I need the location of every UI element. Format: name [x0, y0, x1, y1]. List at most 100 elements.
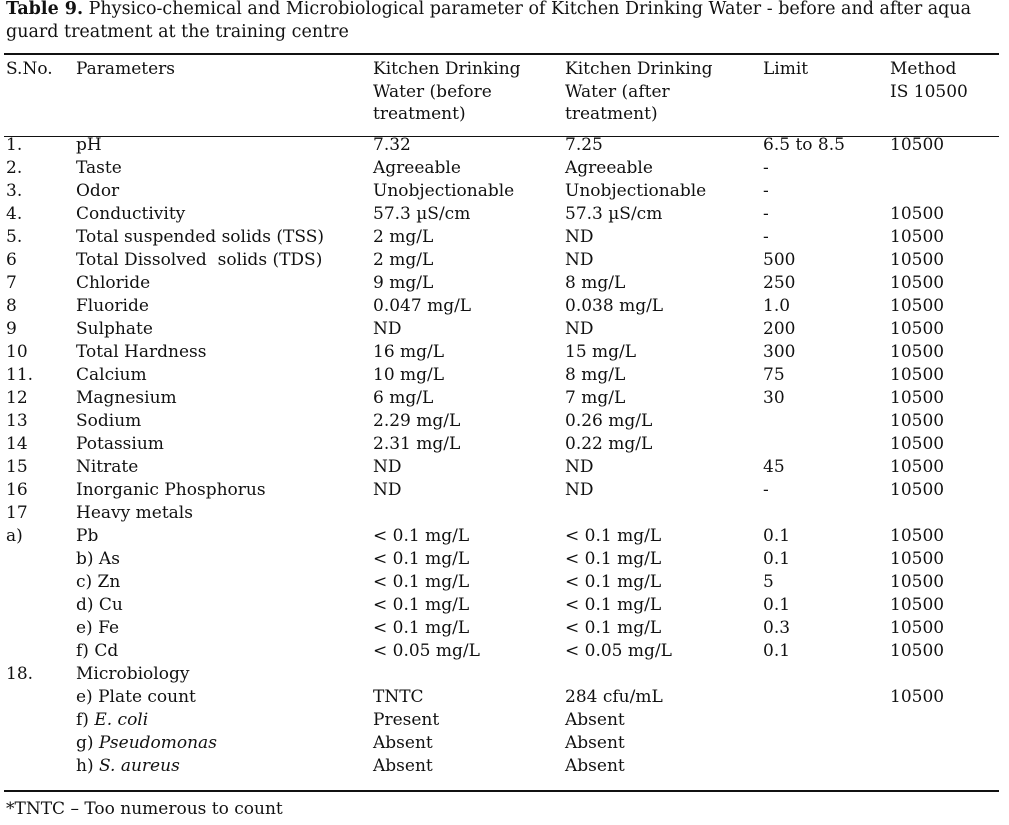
cell-parameter: e) Fe	[72, 617, 373, 640]
header-before: Kitchen Drinking Water (before treatment)	[373, 58, 565, 126]
cell-before	[373, 502, 565, 525]
cell-limit: 30	[763, 387, 785, 408]
cell-parameter: pH	[72, 134, 373, 157]
cell-after: 0.22 mg/L	[565, 433, 653, 454]
cell-method: 10500	[890, 134, 945, 155]
parameter-text: c) Zn	[76, 571, 121, 592]
cell-sno	[6, 709, 72, 732]
table-row: 9 Sulphate ND ND 200 10500	[6, 318, 999, 341]
header-method: Method IS 10500	[890, 58, 999, 126]
cell-before: < 0.1 mg/L	[373, 525, 470, 546]
table-row: 15 Nitrate ND ND 45 10500	[6, 456, 999, 479]
parameter-text: Total suspended solids (TSS)	[76, 226, 325, 247]
cell-before: ND	[373, 479, 402, 500]
cell-parameter: Sodium	[72, 410, 373, 433]
parameter-text: Microbiology	[76, 663, 190, 684]
cell-parameter: e) Plate count	[72, 686, 373, 709]
header-limit: Limit	[763, 58, 890, 126]
cell-before	[373, 663, 565, 686]
parameter-text: Fluoride	[76, 295, 149, 316]
table-row: a) Pb < 0.1 mg/L < 0.1 mg/L 0.1 10500	[6, 525, 999, 548]
cell-sno: 12	[6, 387, 28, 408]
cell-before: ND	[373, 318, 402, 339]
cell-method	[890, 180, 999, 203]
cell-limit: 0.1	[763, 594, 791, 615]
cell-limit: 0.1	[763, 548, 791, 569]
cell-after: 0.038 mg/L	[565, 295, 664, 316]
table-row: g) Pseudomonas Absent Absent	[6, 732, 999, 755]
table-row: 11. Calcium 10 mg/L 8 mg/L 75 10500	[6, 364, 999, 387]
cell-sno: 2.	[6, 157, 23, 178]
cell-sno: 8	[6, 295, 17, 316]
cell-limit: -	[763, 157, 769, 178]
cell-method: 10500	[890, 617, 945, 638]
parameter-text: Magnesium	[76, 387, 177, 408]
cell-method: 10500	[890, 686, 945, 707]
cell-limit	[763, 755, 890, 778]
cell-before: 9 mg/L	[373, 272, 434, 293]
table-row: 7 Chloride 9 mg/L 8 mg/L 250 10500	[6, 272, 999, 295]
cell-parameter: Chloride	[72, 272, 373, 295]
cell-after: 284 cfu/mL	[565, 686, 663, 707]
cell-after: ND	[565, 479, 594, 500]
cell-before: 2 mg/L	[373, 226, 434, 247]
cell-parameter: Conductivity	[72, 203, 373, 226]
cell-after: < 0.1 mg/L	[565, 548, 662, 569]
table-row: 12 Magnesium 6 mg/L 7 mg/L 30 10500	[6, 387, 999, 410]
cell-before: TNTC	[373, 686, 424, 707]
organism-name: S. aureus	[99, 755, 180, 776]
cell-parameter: Calcium	[72, 364, 373, 387]
cell-limit: 300	[763, 341, 796, 362]
cell-method: 10500	[890, 226, 945, 247]
cell-sno	[6, 755, 72, 778]
cell-parameter: b) As	[72, 548, 373, 571]
cell-limit: -	[763, 479, 769, 500]
cell-after: ND	[565, 249, 594, 270]
cell-parameter: g) Pseudomonas	[72, 732, 373, 755]
cell-method: 10500	[890, 249, 945, 270]
cell-parameter: Heavy metals	[72, 502, 373, 525]
cell-limit	[763, 732, 890, 755]
cell-sno: 16	[6, 479, 28, 500]
cell-parameter: d) Cu	[72, 594, 373, 617]
cell-before: 7.32	[373, 134, 411, 155]
cell-limit: 250	[763, 272, 796, 293]
cell-sno: 6	[6, 249, 17, 270]
cell-sno: 18.	[6, 663, 34, 684]
cell-method: 10500	[890, 433, 945, 454]
cell-limit: 45	[763, 456, 785, 477]
cell-limit	[763, 410, 890, 433]
header-sno: S.No.	[6, 58, 72, 126]
table-row: h) S. aureus Absent Absent	[6, 755, 999, 778]
cell-method: 10500	[890, 410, 945, 431]
parameter-text: Potassium	[76, 433, 164, 454]
cell-after: ND	[565, 226, 594, 247]
cell-limit	[763, 502, 890, 525]
table-row: 3. Odor Unobjectionable Unobjectionable -	[6, 180, 999, 203]
table-title: Physico-chemical and Microbiological par…	[6, 0, 972, 42]
cell-after: Absent	[565, 755, 625, 776]
cell-method	[890, 157, 999, 180]
table-row: c) Zn < 0.1 mg/L < 0.1 mg/L 5 10500	[6, 571, 999, 594]
cell-before: 16 mg/L	[373, 341, 445, 362]
cell-after: < 0.05 mg/L	[565, 640, 672, 661]
header-line: Water (before	[373, 81, 492, 102]
cell-parameter: f) E. coli	[72, 709, 373, 732]
cell-method: 10500	[890, 548, 945, 569]
cell-after: 7 mg/L	[565, 387, 626, 408]
cell-limit: 1.0	[763, 295, 791, 316]
cell-sno	[6, 548, 72, 571]
parameter-text: Odor	[76, 180, 120, 201]
cell-method: 10500	[890, 364, 945, 385]
header-line: S.No.	[6, 59, 53, 79]
water-parameters-table: S.No. Parameters Kitchen Drinking Water (be…	[6, 58, 999, 778]
cell-limit: -	[763, 203, 769, 224]
cell-before: Absent	[373, 755, 433, 776]
header-after: Kitchen Drinking Water (after treatment)	[565, 58, 763, 126]
top-rule	[4, 53, 999, 55]
header-line: IS 10500	[890, 81, 968, 102]
cell-after: < 0.1 mg/L	[565, 617, 662, 638]
bottom-rule	[4, 790, 999, 792]
cell-method: 10500	[890, 571, 945, 592]
cell-limit: 500	[763, 249, 796, 270]
